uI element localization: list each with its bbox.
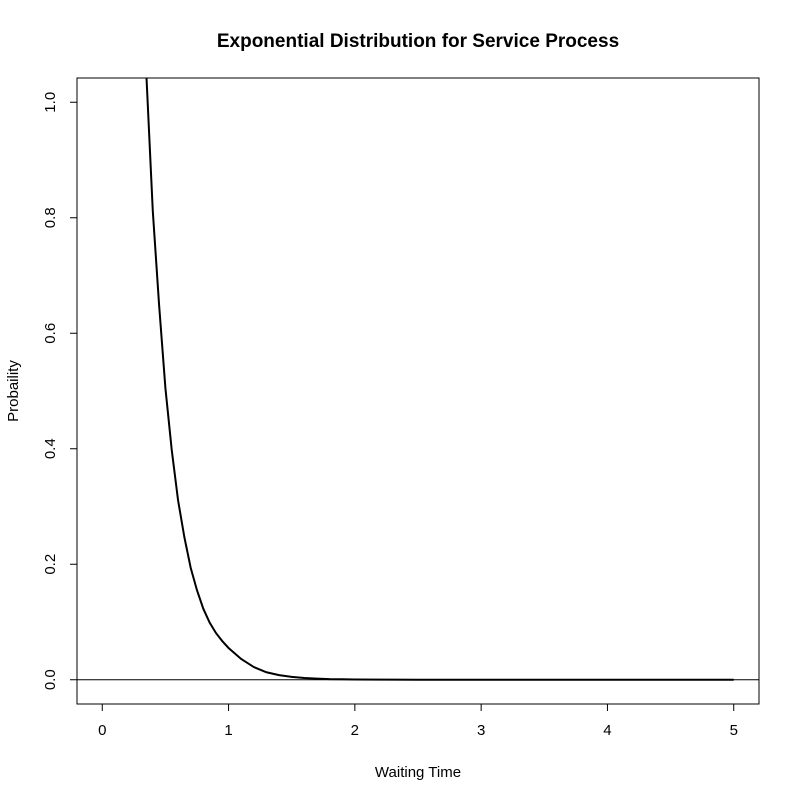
x-tick-label: 3 [477,722,485,739]
y-tick-label: 0.4 [42,438,59,459]
y-tick-label: 0.0 [42,669,59,690]
y-tick-label: 0.2 [42,554,59,575]
exponential-curve [145,78,734,681]
x-axis-label: Waiting Time [375,764,461,781]
y-tick-label: 1.0 [42,92,59,113]
x-tick-label: 2 [351,722,359,739]
y-tick-label: 0.6 [42,323,59,344]
y-axis: 0.0 0.2 0.4 0.6 0.8 1.0 [42,92,78,690]
plot-frame [76,77,760,705]
y-axis-label: Probaility [5,360,22,422]
x-tick-label: 1 [224,722,232,739]
x-tick-label: 0 [98,722,106,739]
y-tick-label: 0.8 [42,207,59,228]
x-tick-label: 4 [603,722,611,739]
x-axis: 0 1 2 3 4 5 [98,703,738,739]
x-tick-label: 5 [730,722,738,739]
chart-title: Exponential Distribution for Service Pro… [217,31,619,52]
